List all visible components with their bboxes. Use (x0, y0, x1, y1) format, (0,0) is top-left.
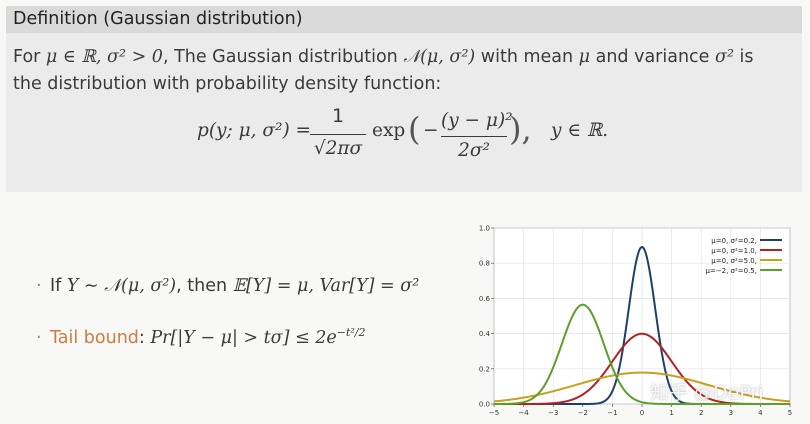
gaussian-pdf-chart: −5 −4 −3 −2 −1 0 1 2 3 4 5 0.0 0.2 0.4 0.6 0.8 1.0 μ=0, σ… (479, 225, 792, 418)
legend-label-4: μ=−2, σ²=0.5, (705, 267, 757, 275)
tail-bound-label: Tail bound (50, 328, 139, 348)
frac-exp-den: 2σ² (458, 140, 490, 161)
math-y-dist: Y ∼ 𝒩(μ, σ²) (66, 276, 177, 296)
math-moments: 𝔼[Y] = μ, Var[Y] = σ² (232, 276, 420, 296)
math-mu: μ (578, 47, 591, 67)
y-tick-label: 0.8 (479, 260, 490, 268)
y-tick-label: 0.6 (479, 295, 491, 303)
frac-exp-num: (y − μ)² (441, 110, 513, 131)
x-tick-label: −4 (518, 409, 529, 417)
x-tick-label: 4 (758, 409, 763, 417)
bullet-item-tail-bound: · Tail bound: Pr[|Y − μ| > tσ] ≤ 2e−t²/2 (36, 326, 366, 348)
frac-exp-bar (441, 136, 507, 137)
x-tick-label: 0 (640, 409, 644, 417)
definition-line-1: For μ ∈ ℝ, σ² > 0, The Gaussian distribu… (13, 44, 797, 71)
legend-label-2: μ=0, σ²=1.0, (711, 247, 757, 255)
legend-label-1: μ=0, σ²=0.2, (711, 237, 757, 245)
frac-one-num: 1 (332, 106, 344, 127)
text-mean: with mean (475, 47, 579, 67)
formula-minus: − (423, 120, 439, 141)
text-then: , then (176, 276, 233, 296)
text-gaussian: , The Gaussian distribution (162, 47, 404, 67)
math-tail-exponent: −t²/2 (336, 326, 366, 340)
x-tick-label: 5 (788, 409, 792, 417)
math-condition: μ ∈ ℝ, σ² > 0 (45, 47, 163, 67)
text-for: For (13, 47, 46, 67)
formula-lhs: p(y; μ, σ²) = (197, 120, 312, 141)
x-tick-label: −3 (548, 409, 558, 417)
bullet-item-expectation: · If Y ∼ 𝒩(μ, σ²), then 𝔼[Y] = μ, Var[Y] … (36, 276, 419, 296)
bullet-dot: · (36, 276, 42, 296)
formula-exp: exp (372, 120, 406, 141)
x-tick-label: 3 (729, 409, 733, 417)
y-tick-label: 0.4 (479, 330, 491, 338)
y-tick-label: 0.2 (479, 365, 490, 373)
definition-box: Definition (Gaussian distribution) For μ… (6, 6, 802, 192)
math-tail-bound: Pr[|Y − μ| > tσ] ≤ 2e (150, 328, 337, 348)
x-tick-label: 1 (669, 409, 673, 417)
formula-domain: y ∈ ℝ. (551, 120, 609, 141)
definition-title: Definition (Gaussian distribution) (13, 9, 303, 29)
x-tick-label: −2 (578, 409, 588, 417)
legend-label-3: μ=0, σ²=5.0, (711, 257, 757, 265)
frac-one-bar (310, 134, 366, 135)
x-tick-label: −1 (607, 409, 617, 417)
x-tick-label: −5 (489, 409, 499, 417)
formula-open-paren: ( (408, 110, 421, 148)
definition-header: Definition (Gaussian distribution) (6, 6, 802, 33)
text-is: is (733, 47, 754, 67)
series-line-4 (494, 303, 790, 405)
y-tick-label: 1.0 (479, 225, 490, 233)
y-tick-label: 0.0 (479, 401, 490, 409)
text-variance: and variance (590, 47, 715, 67)
math-sigma: σ² (715, 47, 734, 67)
series-line-3 (493, 371, 791, 403)
definition-text: For μ ∈ ℝ, σ² > 0, The Gaussian distribu… (13, 44, 797, 98)
watermark: 知乎 @DePri (650, 382, 764, 404)
x-tick-label: 2 (699, 409, 703, 417)
formula-close-paren: ), (509, 110, 532, 148)
frac-one-den: √2πσ (313, 138, 363, 159)
bullet-dot: · (36, 328, 42, 348)
text-colon: : (138, 328, 151, 348)
definition-line-2: the distribution with probability densit… (13, 74, 442, 94)
text-if: If (50, 276, 67, 296)
math-distribution: 𝒩(μ, σ²) (403, 47, 476, 67)
